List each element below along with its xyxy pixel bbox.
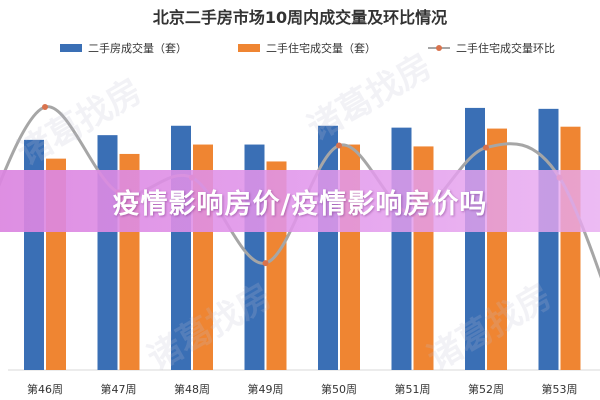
legend-item-series-1: 二手房成交量（套） (60, 40, 187, 56)
headline-text: 疫情影响房价/疫情影响房价吗 (112, 188, 488, 220)
legend-item-series-3: 二手住宅成交量环比 (428, 40, 555, 56)
x-tick-label: 第53周 (542, 382, 578, 396)
legend-label: 二手住宅成交量（套） (266, 42, 376, 55)
legend-item-series-2: 二手住宅成交量（套） (238, 40, 376, 56)
headline-banner: 疫情影响房价/疫情影响房价吗 (0, 170, 600, 232)
line-point (336, 142, 342, 149)
x-tick-label: 第47周 (101, 382, 137, 396)
line-series (0, 105, 600, 279)
bar-blue (538, 108, 559, 371)
legend-label: 二手房成交量（套） (88, 42, 187, 55)
legend-swatch-blue (60, 44, 82, 52)
x-tick-label: 第52周 (468, 382, 504, 396)
bar-orange (560, 126, 581, 371)
line-point (42, 104, 48, 111)
chart-legend: 二手房成交量（套） 二手住宅成交量（套） 二手住宅成交量环比 (0, 40, 600, 60)
x-tick-label: 第50周 (321, 382, 357, 396)
chart-title: 北京二手房市场10周内成交量及环比情况 (152, 8, 448, 27)
x-tick-label: 第48周 (174, 382, 210, 396)
legend-label: 二手住宅成交量环比 (456, 42, 555, 55)
x-tick-label: 第51周 (395, 382, 431, 396)
legend-swatch-orange (238, 44, 260, 52)
x-tick-label: 第46周 (27, 382, 63, 396)
x-tick-label: 第49周 (248, 382, 284, 396)
line-point (262, 260, 269, 267)
bar-blue (318, 125, 338, 371)
bar-blue (391, 127, 412, 371)
legend-swatch-line (428, 43, 450, 53)
line-point (483, 144, 489, 151)
